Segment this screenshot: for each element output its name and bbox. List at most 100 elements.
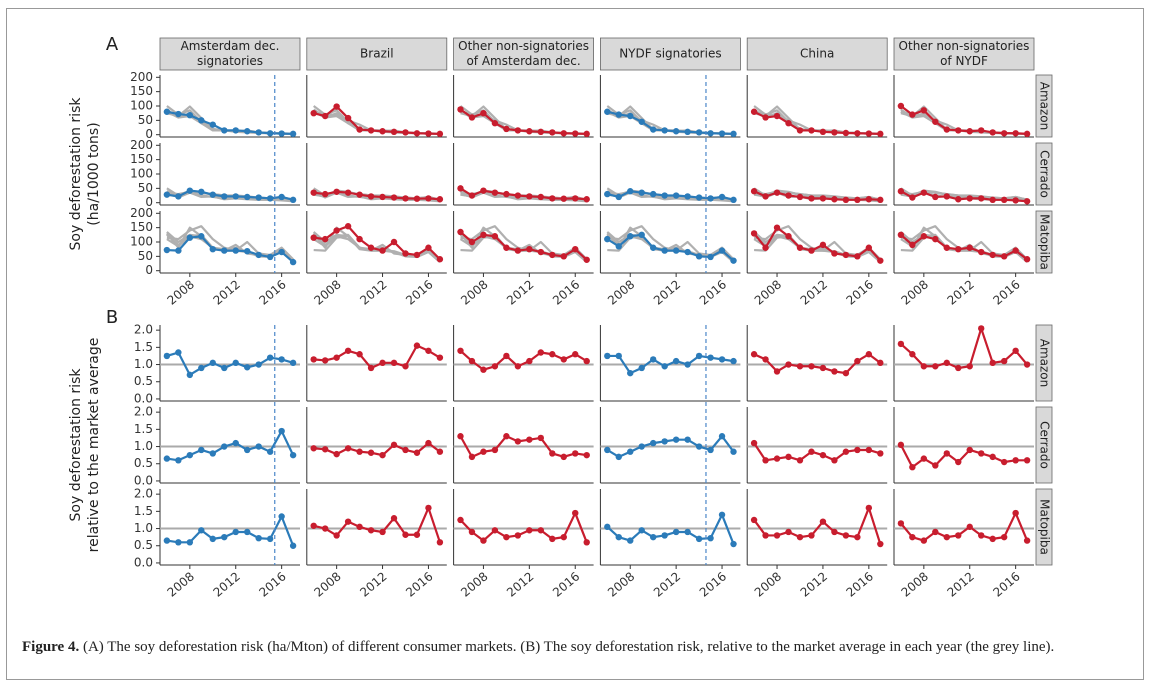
data-point <box>266 130 274 137</box>
data-point <box>244 128 251 135</box>
x-tick-label: 2008 <box>752 569 784 599</box>
data-point <box>615 352 622 360</box>
data-point <box>932 235 939 243</box>
data-point <box>796 127 804 134</box>
data-point <box>978 450 985 457</box>
data-point <box>978 325 985 332</box>
data-point <box>379 528 386 536</box>
data-point <box>1000 196 1008 204</box>
data-point <box>436 354 444 361</box>
x-tick-label: 2012 <box>357 569 389 599</box>
data-point <box>425 244 432 251</box>
y-tick-label: 2.0 <box>134 405 153 419</box>
data-point <box>604 446 611 454</box>
data-point <box>796 363 804 370</box>
column-strip-label: China <box>800 47 834 61</box>
data-point <box>1000 533 1008 541</box>
row-strip-label: Cerrado <box>1038 150 1052 198</box>
data-point <box>854 130 861 137</box>
data-point <box>379 359 386 367</box>
data-point <box>379 247 386 254</box>
data-point <box>966 195 973 202</box>
data-point <box>638 443 645 450</box>
data-point <box>436 130 444 138</box>
data-point <box>842 532 850 539</box>
data-point <box>1000 130 1008 137</box>
data-point <box>604 235 611 243</box>
data-point <box>310 445 317 452</box>
data-point <box>1023 130 1031 138</box>
data-point <box>198 188 205 195</box>
data-point <box>955 245 962 253</box>
data-point <box>266 448 274 455</box>
data-point <box>514 363 522 370</box>
y-tick-label: 100 <box>130 235 153 249</box>
data-point <box>390 128 398 136</box>
data-point <box>468 114 476 121</box>
data-point <box>367 364 375 372</box>
y-tick-label: 0.0 <box>134 391 153 405</box>
data-point <box>831 528 838 536</box>
x-tick-label: 2012 <box>945 277 977 307</box>
data-point <box>503 125 510 133</box>
data-point <box>402 363 409 370</box>
data-point <box>819 518 827 525</box>
y-tick-label: 2.0 <box>134 487 153 501</box>
data-point <box>198 233 205 240</box>
data-point <box>627 537 634 544</box>
data-point <box>367 193 375 200</box>
data-point <box>198 527 205 534</box>
data-point <box>897 102 905 110</box>
y-tick-label: 0 <box>145 195 153 209</box>
data-point <box>750 516 758 524</box>
x-tick-label: 2016 <box>697 277 729 307</box>
data-point <box>390 359 398 367</box>
data-point <box>842 129 850 137</box>
y-tick-label: 150 <box>130 84 153 98</box>
data-point <box>808 448 815 455</box>
y-tick-label: 2.0 <box>134 323 153 337</box>
x-tick-label: 2012 <box>357 277 389 307</box>
data-point <box>583 451 590 459</box>
data-point <box>819 451 827 459</box>
data-point <box>503 244 510 251</box>
data-point <box>175 193 182 200</box>
data-point <box>255 443 262 450</box>
data-point <box>198 446 205 454</box>
data-point <box>661 247 668 254</box>
row-strip <box>1035 210 1053 274</box>
data-point <box>221 443 228 450</box>
x-tick-label: 2012 <box>211 277 243 307</box>
data-point <box>707 446 714 454</box>
data-point <box>514 438 522 445</box>
x-tick-label: 2008 <box>165 569 197 599</box>
data-point <box>920 189 928 196</box>
column-strip-label: of NYDF <box>940 54 988 68</box>
data-point <box>649 533 657 541</box>
data-point <box>402 531 409 538</box>
data-point <box>491 233 499 240</box>
data-point <box>379 451 386 459</box>
data-point <box>966 128 973 135</box>
data-point <box>514 532 522 539</box>
data-point <box>278 427 285 435</box>
data-point <box>321 357 329 364</box>
figure-frame <box>6 8 1144 680</box>
data-point <box>897 231 905 239</box>
panel-label: B <box>106 307 118 328</box>
y-axis-title: (ha/1000 tons) <box>86 122 102 225</box>
data-point <box>695 535 703 543</box>
data-point <box>684 436 691 443</box>
data-point <box>762 114 769 121</box>
data-point <box>390 515 398 522</box>
data-point <box>402 129 409 136</box>
data-point <box>209 535 216 543</box>
data-point <box>583 539 590 546</box>
data-point <box>537 128 545 136</box>
y-tick-label: 150 <box>130 220 153 234</box>
series-line <box>166 110 294 135</box>
data-point <box>560 356 567 363</box>
data-point <box>842 251 850 259</box>
x-tick-label: 2008 <box>165 277 197 307</box>
data-point <box>425 439 432 447</box>
